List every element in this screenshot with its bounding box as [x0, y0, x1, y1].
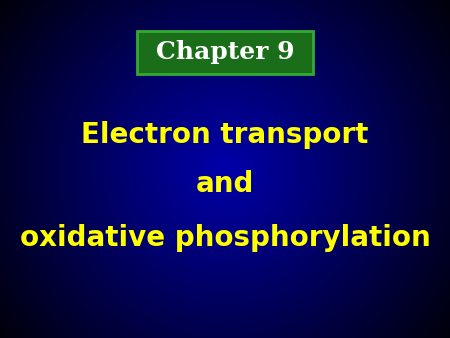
- FancyBboxPatch shape: [137, 31, 313, 74]
- Text: Chapter 9: Chapter 9: [156, 40, 294, 65]
- Text: and: and: [196, 170, 254, 198]
- Text: oxidative phosphorylation: oxidative phosphorylation: [20, 224, 430, 252]
- Text: Electron transport: Electron transport: [81, 121, 369, 149]
